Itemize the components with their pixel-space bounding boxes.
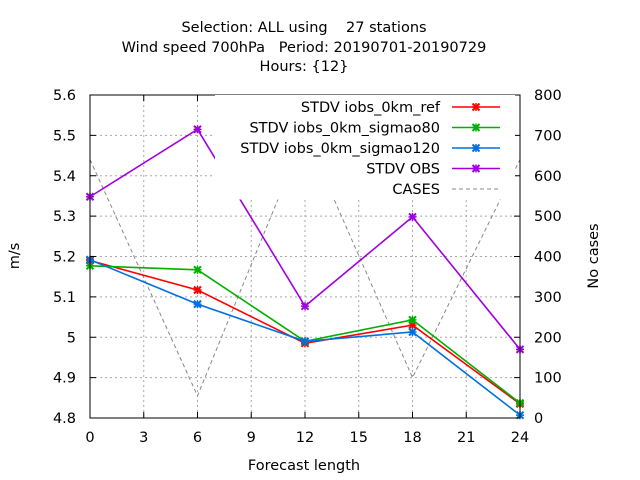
- x-tick-label: 18: [403, 430, 421, 446]
- x-tick-label: 3: [139, 430, 148, 446]
- y2-tick-label: 0: [534, 411, 543, 427]
- data-point: [408, 212, 417, 222]
- data-point: [193, 265, 202, 275]
- legend-entry: STDV OBS: [366, 162, 500, 178]
- title-line-1: Selection: ALL using 27 stations: [181, 20, 426, 36]
- data-point: [408, 315, 417, 325]
- legend-entry: STDV iobs_0km_sigmao80: [249, 121, 500, 137]
- legend-marker: [471, 102, 481, 112]
- legend-label: STDV iobs_0km_ref: [301, 100, 441, 116]
- data-point: [300, 301, 310, 311]
- series-line: [89, 132, 521, 398]
- x-tick-label: 9: [247, 430, 256, 446]
- series-4: [89, 132, 521, 398]
- data-point: [408, 327, 417, 337]
- y-tick-label: 4.8: [53, 411, 76, 427]
- y2-tick-label: 100: [534, 371, 562, 387]
- legend-label: STDV iobs_0km_sigmao120: [240, 141, 440, 157]
- legend-entry: CASES: [392, 182, 500, 198]
- y-tick-label: 5.1: [53, 290, 76, 306]
- y2-tick-label: 700: [534, 128, 562, 144]
- tick-layer: 0 3 6 9 12 15 18 21 24 4.8 4.9 5 5.1 5.2 5.3 5.4 5.5 5.6 0…: [53, 88, 562, 446]
- series-layer: [85, 125, 525, 420]
- y-tick-label: 5.4: [53, 169, 76, 185]
- x-tick-label: 12: [296, 430, 314, 446]
- legend-label: STDV OBS: [366, 162, 440, 178]
- y-tick-label: 5.6: [53, 88, 76, 104]
- legend-label: STDV iobs_0km_sigmao80: [249, 121, 440, 137]
- y-tick-label: 5.2: [53, 250, 76, 266]
- x-tick-label: 24: [511, 430, 529, 446]
- legend-marker: [471, 123, 481, 132]
- y-tick-label: 4.9: [53, 371, 76, 387]
- legend-label: CASES: [392, 182, 440, 198]
- y2-tick-label: 300: [534, 290, 562, 306]
- y-axis-label: m/s: [7, 243, 23, 270]
- x-tick-label: 6: [193, 430, 202, 446]
- series-2: [85, 255, 525, 420]
- data-point: [193, 125, 202, 134]
- y-tick-label: 5.3: [53, 209, 76, 225]
- y2-tick-label: 600: [534, 169, 562, 185]
- legend-marker: [471, 164, 481, 173]
- legend-entry: STDV iobs_0km_sigmao120: [240, 141, 500, 157]
- y2-axis-label: No cases: [586, 223, 602, 288]
- data-point: [300, 337, 310, 346]
- x-axis-label: Forecast length: [248, 458, 360, 474]
- x-tick-label: 21: [457, 430, 475, 446]
- legend-marker: [471, 143, 481, 153]
- legend: STDV iobs_0km_ref STDV iobs_0km_sigmao80 S…: [215, 95, 515, 200]
- series-3: [85, 125, 525, 354]
- y-tick-label: 5.5: [53, 128, 76, 144]
- data-point: [193, 285, 202, 295]
- x-tick-label: 0: [85, 430, 94, 446]
- chart-title: Selection: ALL using 27 stations Wind sp…: [122, 20, 487, 75]
- x-tick-label: 15: [350, 430, 368, 446]
- y2-tick-label: 200: [534, 330, 562, 346]
- y2-tick-label: 500: [534, 209, 562, 225]
- title-line-2: Wind speed 700hPa Period: 20190701-20190…: [122, 40, 487, 56]
- y-tick-label: 5: [67, 330, 76, 346]
- series-line: [89, 259, 521, 405]
- y2-tick-label: 800: [534, 88, 562, 104]
- y2-tick-label: 400: [534, 250, 562, 266]
- title-line-3: Hours: {12}: [260, 59, 349, 75]
- legend-entry: STDV iobs_0km_ref: [301, 100, 500, 116]
- data-point: [193, 299, 202, 309]
